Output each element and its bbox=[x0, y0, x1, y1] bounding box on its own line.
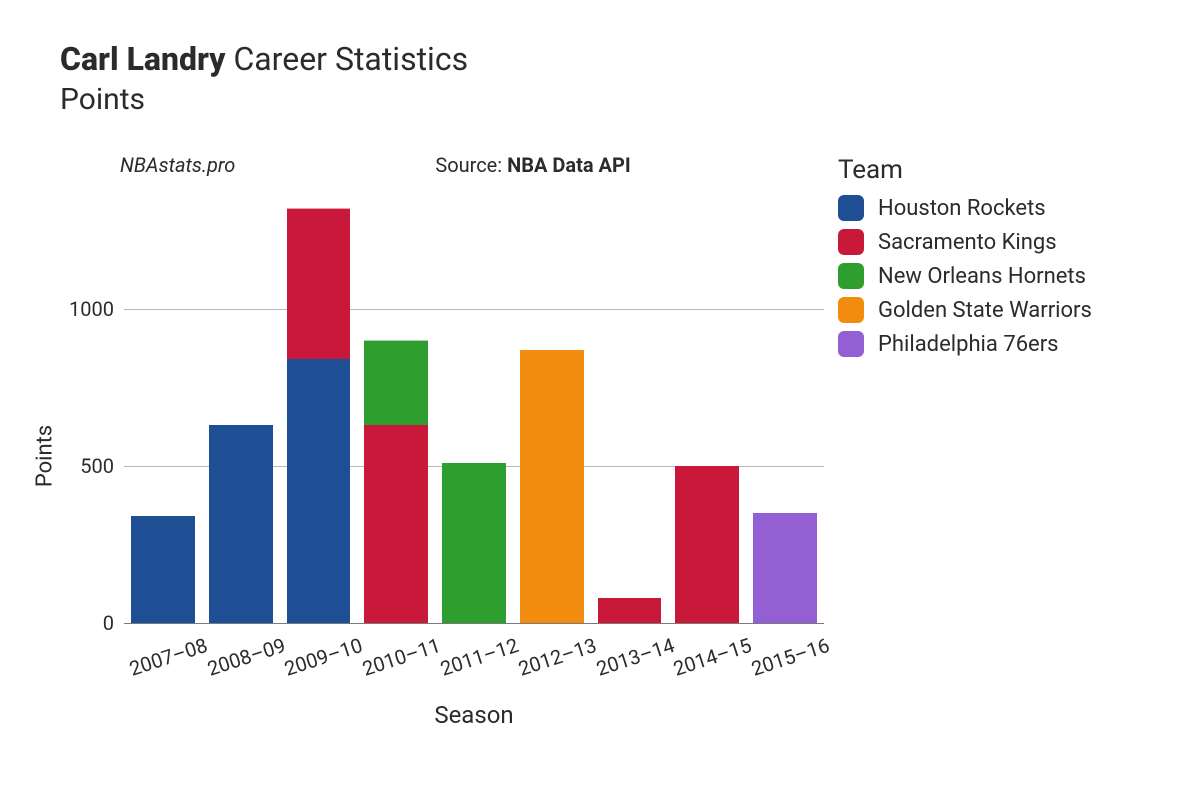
source-credit: Source: NBA Data API bbox=[435, 153, 630, 177]
bar-segment bbox=[287, 359, 351, 623]
plot-region: 050010002007–082008–092009–102010–112011… bbox=[124, 183, 824, 623]
legend-label: Philadelphia 76ers bbox=[878, 332, 1059, 357]
y-axis-label: Points bbox=[33, 425, 58, 487]
bar-segment bbox=[598, 598, 662, 623]
legend-label: Golden State Warriors bbox=[878, 298, 1092, 323]
bar bbox=[209, 183, 273, 623]
legend-item: Golden State Warriors bbox=[838, 297, 1092, 323]
bar-segment bbox=[520, 350, 584, 623]
legend-swatch bbox=[838, 263, 864, 289]
bar-segment bbox=[364, 340, 428, 425]
bar-segment bbox=[209, 425, 273, 623]
title-suffix: Career Statistics bbox=[226, 40, 469, 78]
legend-item: Houston Rockets bbox=[838, 195, 1092, 221]
legend-title: Team bbox=[838, 155, 1092, 185]
player-name: Carl Landry bbox=[60, 40, 226, 78]
source-name: NBA Data API bbox=[507, 153, 631, 177]
bar bbox=[131, 183, 195, 623]
chart-title: Carl Landry Career Statistics bbox=[60, 40, 1170, 78]
bar bbox=[753, 183, 817, 623]
bar-segment bbox=[364, 425, 428, 623]
legend-label: Houston Rockets bbox=[878, 196, 1046, 221]
site-credit: NBAstats.pro bbox=[120, 153, 235, 177]
legend-swatch bbox=[838, 297, 864, 323]
legend-swatch bbox=[838, 229, 864, 255]
bar-segment bbox=[675, 466, 739, 623]
page-root: Carl Landry Career Statistics Points NBA… bbox=[0, 0, 1200, 800]
bar-segment bbox=[442, 463, 506, 623]
bar bbox=[520, 183, 584, 623]
y-tick-label: 500 bbox=[80, 454, 114, 478]
x-axis-label: Season bbox=[124, 701, 824, 729]
y-tick-label: 1000 bbox=[69, 297, 114, 321]
legend-label: Sacramento Kings bbox=[878, 230, 1057, 255]
y-tick-label: 0 bbox=[103, 611, 114, 635]
bar bbox=[442, 183, 506, 623]
legend-swatch bbox=[838, 331, 864, 357]
bar-segment bbox=[753, 513, 817, 623]
legend-swatch bbox=[838, 195, 864, 221]
legend-item: New Orleans Hornets bbox=[838, 263, 1092, 289]
bar bbox=[287, 183, 351, 623]
x-axis-line bbox=[124, 623, 824, 624]
bar-segment bbox=[287, 208, 351, 359]
bar bbox=[675, 183, 739, 623]
legend-item: Philadelphia 76ers bbox=[838, 331, 1092, 357]
legend-label: New Orleans Hornets bbox=[878, 264, 1086, 289]
legend-item: Sacramento Kings bbox=[838, 229, 1092, 255]
bar bbox=[364, 183, 428, 623]
legend: Team Houston Rockets Sacramento Kings New … bbox=[838, 155, 1092, 365]
bar-segment bbox=[131, 516, 195, 623]
chart-subtitle: Points bbox=[60, 82, 1170, 117]
source-prefix: Source: bbox=[435, 153, 507, 177]
bar bbox=[598, 183, 662, 623]
